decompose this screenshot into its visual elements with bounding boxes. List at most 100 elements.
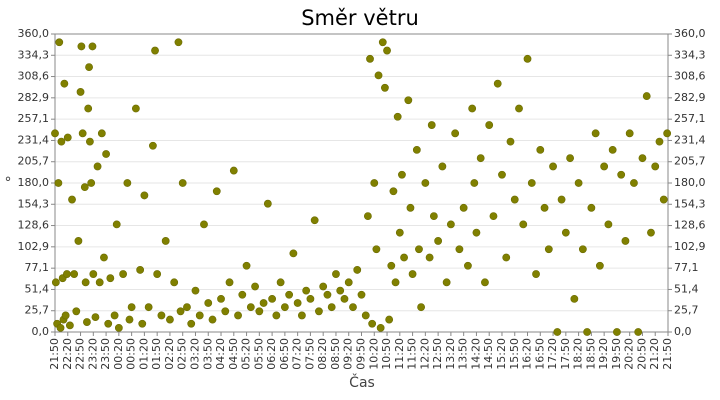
point [54, 179, 63, 187]
x-tick-label: 22:50 [74, 338, 87, 370]
point [119, 270, 128, 278]
point [127, 303, 136, 312]
y2-tick-label: 205,7 [674, 155, 706, 168]
point [391, 278, 400, 287]
x-tick-label: 19:50 [610, 338, 623, 370]
point [112, 220, 121, 229]
point [642, 92, 651, 100]
point [625, 129, 634, 138]
point [60, 79, 69, 88]
y-tick-label: 0,0 [32, 325, 50, 338]
x-tick-label: 15:50 [508, 338, 521, 370]
y-axis-title: ° [5, 175, 12, 191]
point [87, 179, 96, 187]
x-tick-label: 03:50 [201, 338, 214, 370]
point [425, 253, 434, 262]
y-tick-label: 102,9 [18, 240, 50, 253]
point [578, 245, 587, 254]
x-tick-label: 05:20 [240, 338, 253, 370]
point [608, 145, 617, 154]
point [276, 278, 285, 287]
point [647, 228, 655, 237]
point [153, 270, 162, 278]
point [363, 212, 372, 221]
point [200, 220, 208, 229]
point [481, 278, 489, 287]
point [408, 270, 417, 278]
point [259, 299, 268, 307]
point [349, 303, 357, 312]
point [595, 261, 604, 270]
point [195, 311, 204, 320]
point [263, 199, 272, 208]
point [406, 203, 415, 212]
point [493, 79, 502, 88]
x-tick-label: 19:20 [597, 338, 610, 370]
point [370, 179, 379, 187]
x-tick-label: 14:20 [469, 338, 482, 370]
point [327, 303, 336, 312]
x-tick-label: 20:50 [635, 338, 648, 370]
point [174, 38, 183, 47]
point [523, 54, 532, 63]
point [93, 162, 102, 171]
point [221, 307, 230, 316]
point [383, 46, 391, 55]
x-tick-label: 09:50 [355, 338, 368, 370]
point [85, 63, 93, 72]
point [63, 133, 72, 142]
x-tick-label: 10:50 [380, 338, 393, 370]
y-tick-label: 180,0 [18, 176, 50, 189]
point [655, 137, 664, 146]
point [86, 137, 94, 146]
point [468, 104, 477, 113]
point [176, 307, 185, 316]
x-tick-label: 12:20 [418, 338, 431, 370]
y2-tick-label: 0,0 [674, 325, 692, 338]
point [395, 228, 404, 237]
point [400, 253, 408, 262]
point [368, 319, 377, 328]
x-tick-label: 23:20 [86, 338, 99, 370]
point [212, 187, 221, 196]
point [104, 319, 113, 328]
point [57, 137, 66, 146]
point [77, 42, 86, 51]
point [157, 311, 166, 320]
point [455, 245, 464, 254]
point [78, 129, 87, 138]
point [306, 294, 315, 303]
point [81, 278, 90, 287]
x-tick-label: 07:20 [291, 338, 304, 370]
point [638, 154, 647, 163]
point [72, 307, 81, 316]
point [353, 266, 362, 274]
y2-tick-label: 334,3 [674, 48, 706, 61]
point [65, 321, 74, 330]
point [387, 261, 396, 270]
point [285, 290, 294, 299]
point [102, 150, 110, 158]
y2-tick-label: 77,1 [674, 261, 699, 274]
y2-tick-label: 282,9 [674, 91, 706, 104]
point [519, 220, 528, 229]
point [166, 315, 174, 324]
point [613, 328, 621, 336]
point [110, 311, 119, 320]
x-tick-label: 01:50 [150, 338, 163, 370]
point [515, 104, 523, 113]
point [470, 179, 479, 187]
x-tick-label: 02:50 [176, 338, 189, 370]
y-tick-label: 360,0 [18, 27, 50, 40]
x-tick-label: 10:20 [367, 338, 380, 370]
x-tick-label: 04:20 [214, 338, 227, 370]
point [242, 261, 251, 270]
point [663, 129, 672, 138]
point [527, 179, 536, 187]
point [61, 311, 70, 320]
point [553, 328, 562, 336]
point [80, 183, 89, 192]
point [238, 290, 247, 299]
point [442, 278, 451, 287]
point [272, 311, 281, 320]
